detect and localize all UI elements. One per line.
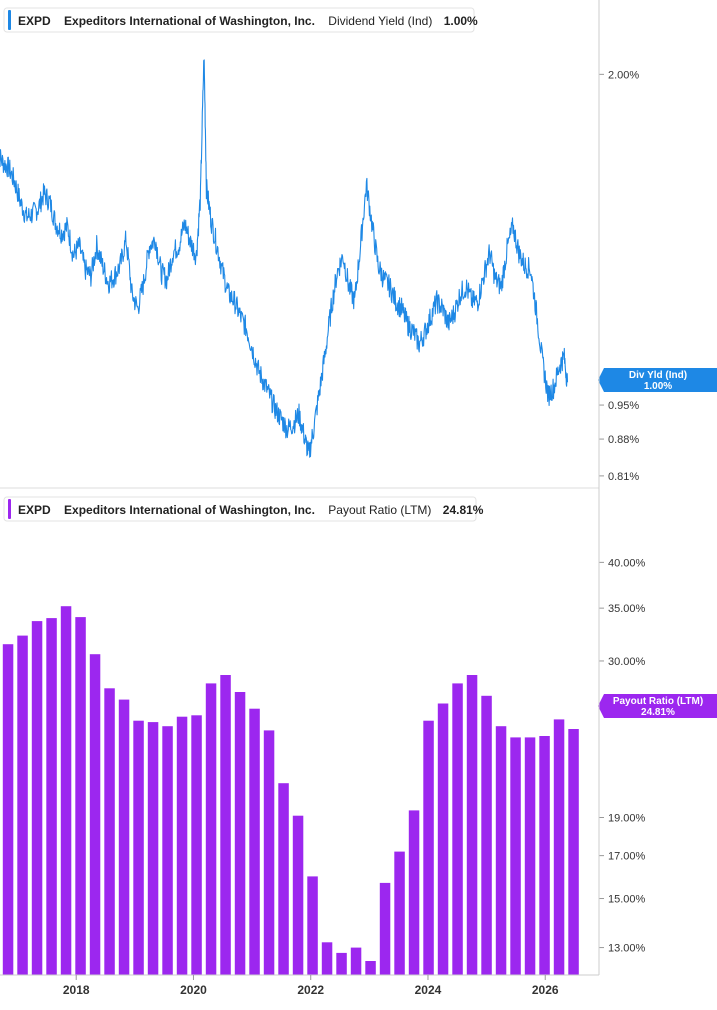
payout-axis-ticks: 40.00% 35.00% 30.00% 19.00% 17.00% 15.00% 13.0… <box>599 557 646 955</box>
x-tick-label: 2018 <box>63 983 90 997</box>
payout-company: Expeditors International of Washington, … <box>64 503 315 517</box>
payout-bar <box>147 722 159 975</box>
payout-bar <box>46 618 57 975</box>
yield-current-value: 1.00% <box>444 14 478 28</box>
payout-bar <box>176 716 188 975</box>
dividend-yield-panel: 2.00% 0.95% 0.88% 0.81% EXPD Expeditors Int… <box>0 7 717 483</box>
payout-bar <box>249 708 260 975</box>
payout-bar <box>205 683 217 975</box>
yield-marker: Div Yld (Ind) 1.00% <box>598 368 717 392</box>
payout-bar <box>278 783 289 975</box>
payout-bar <box>524 737 536 975</box>
payout-bar <box>408 810 420 975</box>
payout-bar <box>220 675 231 975</box>
x-tick-label: 2024 <box>415 983 442 997</box>
payout-bar <box>234 692 246 975</box>
yield-ticker: EXPD <box>18 14 51 28</box>
yield-marker-value: 1.00% <box>644 381 672 392</box>
payout-bar <box>89 654 101 975</box>
payout-bar <box>452 683 463 975</box>
payout-bar <box>394 851 405 975</box>
payout-tick-label: 30.00% <box>608 656 646 668</box>
payout-bar <box>350 947 362 975</box>
payout-bar <box>263 730 275 975</box>
yield-tick-label: 2.00% <box>608 69 639 81</box>
yield-metric: Dividend Yield (Ind) <box>328 14 432 28</box>
payout-ratio-panel: 40.00% 35.00% 30.00% 19.00% 17.00% 15.00% 13.0… <box>2 496 717 975</box>
payout-marker-label: Payout Ratio (LTM) <box>613 696 703 707</box>
payout-bar <box>118 699 130 975</box>
yield-axis-ticks: 2.00% 0.95% 0.88% 0.81% <box>599 69 639 483</box>
payout-bar <box>75 617 86 975</box>
payout-bar <box>17 635 28 975</box>
payout-bar <box>481 695 492 975</box>
payout-bar <box>133 720 144 975</box>
payout-marker: Payout Ratio (LTM) 24.81% <box>598 694 717 718</box>
payout-bar <box>2 644 14 975</box>
payout-bar <box>60 606 72 975</box>
payout-bar <box>539 736 550 975</box>
payout-bar <box>162 726 173 975</box>
payout-bars-group <box>2 606 579 975</box>
payout-marker-badge <box>598 694 717 718</box>
payout-metric: Payout Ratio (LTM) <box>328 503 431 517</box>
payout-bar <box>104 688 115 975</box>
yield-tick-label: 0.88% <box>608 434 639 446</box>
payout-tick-label: 15.00% <box>608 894 646 906</box>
yield-series-line <box>0 59 569 458</box>
payout-ticker: EXPD <box>18 503 51 517</box>
yield-tick-label: 0.81% <box>608 471 639 483</box>
x-tick-label: 2022 <box>297 983 324 997</box>
yield-tick-label: 0.95% <box>608 400 639 412</box>
payout-bar <box>307 876 318 975</box>
payout-tick-label: 35.00% <box>608 603 646 615</box>
payout-bar <box>553 719 565 975</box>
x-tick-label: 2026 <box>532 983 559 997</box>
yield-marker-badge <box>598 368 717 392</box>
payout-bar <box>31 621 43 975</box>
payout-bar <box>321 942 333 975</box>
payout-bar <box>495 726 507 975</box>
payout-color-indicator <box>8 499 11 519</box>
payout-header-box <box>3 496 477 522</box>
svg-text:EXPD Expeditors Inte: EXPD Expeditors International of Washing… <box>18 14 478 28</box>
payout-header: EXPD Expeditors International of Washing… <box>3 496 484 522</box>
payout-bar <box>423 720 434 975</box>
yield-color-indicator <box>8 10 11 30</box>
x-axis-ticks: 2018 2020 2022 2024 2026 <box>63 975 559 997</box>
payout-marker-value: 24.81% <box>641 707 675 718</box>
yield-company: Expeditors International of Washington, … <box>64 14 315 28</box>
payout-bar <box>437 703 449 975</box>
yield-line-group <box>0 59 569 458</box>
payout-bar <box>466 675 478 975</box>
payout-bar <box>568 729 579 975</box>
payout-tick-label: 19.00% <box>608 813 646 825</box>
payout-bar <box>292 815 304 975</box>
payout-bar <box>365 961 376 975</box>
yield-marker-label: Div Yld (Ind) <box>629 370 687 381</box>
svg-text:EXPD Expeditors Inte: EXPD Expeditors International of Washing… <box>18 503 484 517</box>
yield-header-box <box>3 7 475 33</box>
x-tick-label: 2020 <box>180 983 207 997</box>
payout-tick-label: 13.00% <box>608 943 646 955</box>
payout-current-value: 24.81% <box>443 503 484 517</box>
yield-header: EXPD Expeditors International of Washing… <box>3 7 478 33</box>
payout-bar <box>379 882 391 975</box>
payout-tick-label: 40.00% <box>608 557 646 569</box>
payout-bar <box>510 737 521 975</box>
payout-bar <box>191 715 202 975</box>
payout-bar <box>336 952 347 975</box>
payout-tick-label: 17.00% <box>608 851 646 863</box>
